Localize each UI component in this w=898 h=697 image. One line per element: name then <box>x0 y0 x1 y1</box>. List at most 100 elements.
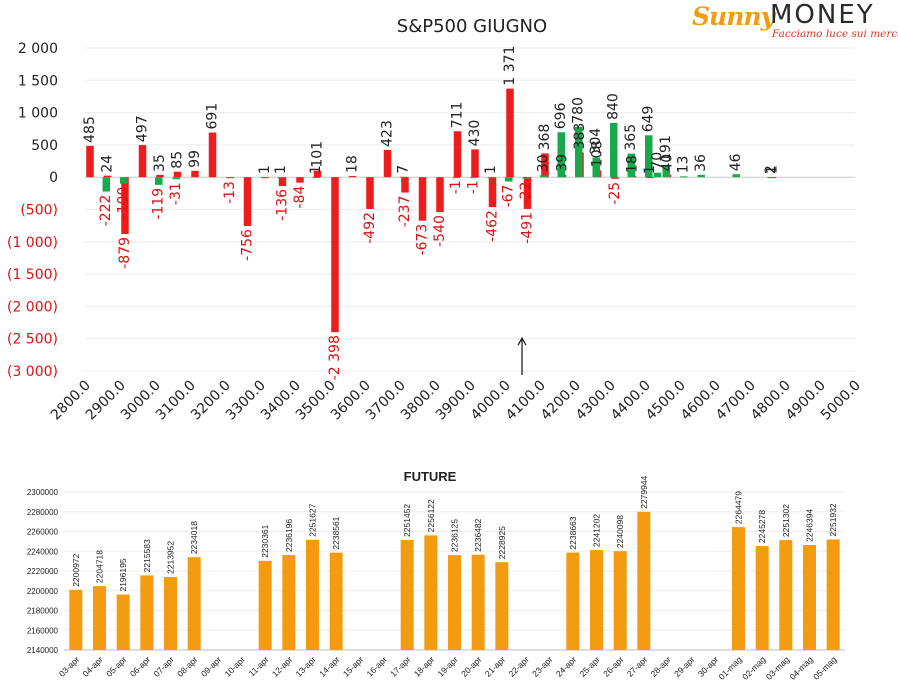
top-bar <box>575 126 583 178</box>
top-bar <box>313 170 322 178</box>
bottom-x-tick-label: 17-apr <box>388 654 413 679</box>
bottom-bar <box>826 539 840 650</box>
top-data-label: -1 <box>466 180 482 194</box>
top-data-label: 1 371 <box>502 46 518 86</box>
top-data-label: 24 <box>100 155 116 173</box>
bottom-x-tick-label: 07-apr <box>151 654 176 679</box>
bottom-x-tick-label: 05-mag <box>811 654 839 682</box>
top-data-label: 1 <box>642 165 658 174</box>
top-data-label: -31 <box>168 182 184 205</box>
bottom-x-tick-label: 02-mag <box>740 654 768 682</box>
bottom-data-label: 2264479 <box>734 491 744 524</box>
bottom-chart-title: FUTURE <box>404 469 457 484</box>
top-data-label: -237 <box>397 196 413 228</box>
top-bar <box>471 149 479 178</box>
bottom-y-tick-label: 2300000 <box>27 488 59 497</box>
top-bar <box>121 177 129 234</box>
bottom-data-label: 2256122 <box>426 499 436 532</box>
top-bar <box>156 174 164 178</box>
top-data-label: -756 <box>240 229 256 261</box>
top-bar <box>610 122 618 178</box>
top-data-label: -67 <box>501 185 517 208</box>
top-bar <box>452 177 460 179</box>
top-data-label: 35 <box>152 154 168 172</box>
bottom-data-label: 2241202 <box>592 514 602 547</box>
bottom-x-tick-label: 03-apr <box>57 654 82 679</box>
bottom-data-label: 2200972 <box>71 553 81 586</box>
top-data-label: 46 <box>728 153 744 171</box>
bottom-bar <box>92 586 107 650</box>
top-data-label: 485 <box>82 116 98 143</box>
logo-word-sunny: Sunny <box>692 2 775 31</box>
top-bar <box>296 177 304 183</box>
top-data-label: 691 <box>205 103 221 130</box>
top-data-label: 1 <box>257 165 273 174</box>
bottom-x-tick-label: 04-mag <box>787 654 815 682</box>
bottom-bar <box>731 527 746 650</box>
top-bar <box>653 172 662 178</box>
top-bar <box>541 153 549 178</box>
top-y-tick-label: (500) <box>20 203 58 219</box>
logo-word-money: MONEY <box>770 0 875 30</box>
bottom-x-tick-label: 15-apr <box>341 654 366 679</box>
bottom-bar <box>69 589 83 650</box>
top-data-label: -2 398 <box>327 335 343 380</box>
top-chart-annotations <box>517 337 527 375</box>
top-bar <box>557 132 565 178</box>
top-data-label: 108 <box>590 140 606 167</box>
bottom-data-label: 2251627 <box>308 503 318 536</box>
bottom-bar <box>755 546 769 650</box>
bottom-data-label: 2236196 <box>284 519 294 552</box>
top-bar <box>540 175 548 178</box>
top-data-label: 13 <box>676 156 692 174</box>
top-data-label: 191 <box>658 135 674 162</box>
bottom-x-tick-label: 16-apr <box>364 654 389 679</box>
top-data-label: 497 <box>135 115 151 142</box>
bottom-bar <box>305 539 320 650</box>
bottom-y-tick-label: 2280000 <box>27 508 59 517</box>
top-y-tick-label: (2 000) <box>7 299 58 315</box>
top-data-label: 649 <box>641 106 657 133</box>
top-bar <box>470 177 478 179</box>
bottom-data-label: 2236125 <box>450 519 460 552</box>
top-bar <box>243 177 252 227</box>
top-data-label: -100 <box>116 187 132 219</box>
top-data-label: 7 <box>396 165 412 174</box>
top-data-label: 85 <box>170 151 186 169</box>
top-y-tick-label: 500 <box>31 138 58 154</box>
top-bar <box>401 177 409 193</box>
top-bar <box>173 171 182 178</box>
brand-logo: Sunny MONEY Facciamo luce sui mercati <box>690 0 898 42</box>
top-chart-title: S&P500 GIUGNO <box>397 16 547 37</box>
bottom-y-tick-label: 2160000 <box>27 626 59 635</box>
top-bar <box>646 177 654 179</box>
top-bar <box>645 135 653 178</box>
top-y-tick-label: (1 500) <box>7 267 58 283</box>
top-y-tick-label: 0 <box>49 170 58 186</box>
top-chart-x-ticks: 2800.02900.03000.03100.03200.03300.03400… <box>48 378 864 424</box>
bottom-x-tick-label: 13-apr <box>293 654 318 679</box>
bottom-x-tick-label: 09-apr <box>199 654 224 679</box>
bottom-data-label: 2279944 <box>639 475 649 508</box>
top-bar <box>366 177 374 209</box>
bottom-chart-data-labels: 2200972 2204718 2196195 2215583 2213952 22340… <box>71 475 838 591</box>
bottom-x-tick-label: 29-apr <box>672 654 697 679</box>
top-data-label: -25 <box>607 182 623 205</box>
bottom-bar <box>802 544 817 650</box>
bottom-x-tick-label: 26-apr <box>601 654 626 679</box>
bottom-x-tick-label: 27-apr <box>625 654 650 679</box>
bottom-bar <box>258 560 272 650</box>
bottom-bar <box>495 562 509 650</box>
bottom-data-label: 2251452 <box>402 504 412 537</box>
top-data-label: 368 <box>537 124 553 151</box>
top-bar <box>436 177 444 213</box>
bottom-y-tick-label: 2220000 <box>27 567 59 576</box>
top-bar <box>383 149 392 178</box>
bottom-bar <box>447 555 462 650</box>
bottom-bar <box>187 557 201 650</box>
top-bar <box>348 176 357 178</box>
bottom-bar <box>779 540 793 650</box>
top-data-label: 780 <box>571 97 587 124</box>
